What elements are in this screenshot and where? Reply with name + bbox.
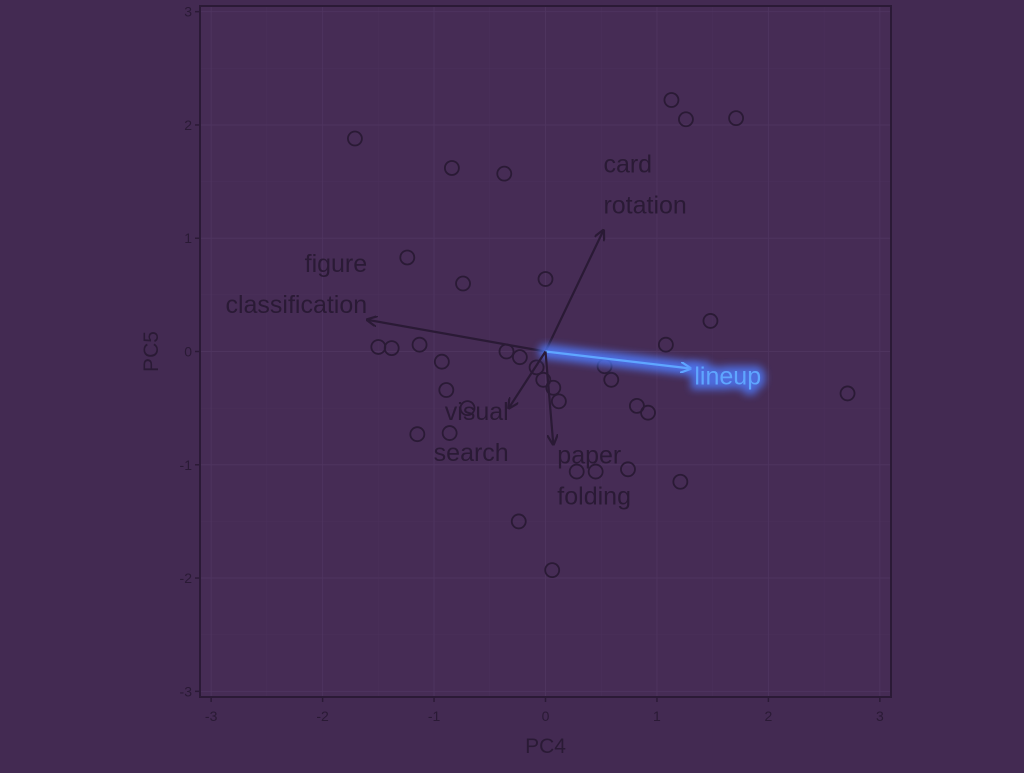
loading-label-figure-classification: figure [305,250,368,278]
data-point [441,425,458,441]
loading-label-figure-classification: classification [225,291,367,319]
data-point [347,130,363,147]
data-point [383,340,400,357]
data-point [545,379,562,396]
data-point [663,92,680,108]
x-tick-label: 1 [653,708,661,724]
data-point [537,271,554,287]
data-point [550,393,567,410]
x-tick-label: -1 [428,708,441,724]
x-tick-label: 2 [765,708,773,724]
y-tick-label: -2 [180,570,193,586]
data-point [678,111,694,128]
loading-label-paper-folding: paper [557,441,621,469]
data-point [511,349,528,366]
loading-label-paper-folding: folding [557,482,631,510]
data-point [409,426,426,443]
data-point [603,371,620,388]
loading-arrow-lineup [545,350,691,369]
loading-label-glow: lineup [694,362,761,390]
loading-label-visual-search: visual [445,398,509,426]
y-tick-label: 1 [184,230,192,246]
loading-label-card-rotation: card [603,150,652,178]
data-point [510,513,527,530]
data-point [496,165,513,182]
y-tick-label: -3 [180,683,193,699]
data-point [728,110,744,127]
loading-label-lineup: lineup [694,362,761,390]
x-axis-title: PC4 [525,735,566,758]
data-point [587,463,604,480]
y-axis-title: PC5 [140,331,163,372]
data-point [620,461,636,478]
loading-arrow-figure-classification [367,320,546,353]
y-tick-label: 0 [184,344,192,360]
data-point [455,275,471,292]
x-tick-label: -2 [316,708,329,724]
y-tick-label: 3 [184,4,192,20]
loading-arrow-card-rotation [544,230,604,352]
loading-label-card-rotation: rotation [603,191,686,219]
y-tick-label: 2 [184,117,192,133]
data-point [443,160,460,176]
data-point [657,336,674,353]
data-point [528,359,545,376]
data-point [433,353,450,370]
data-point [702,313,719,329]
data-point [535,371,552,388]
data-point [459,400,476,417]
data-point [628,397,645,414]
loading-arrow-paper-folding [544,351,554,445]
data-point [544,562,561,579]
x-tick-label: -3 [205,708,218,724]
data-point [399,249,416,266]
x-tick-label: 0 [542,708,550,724]
data-point [438,382,455,398]
data-point [672,473,689,490]
loading-arrow-visual-search [509,350,547,409]
data-point [411,336,428,353]
data-point [640,404,656,421]
x-tick-label: 3 [876,708,884,724]
y-tick-label: -1 [180,457,193,473]
data-point [839,385,856,402]
data-point [568,463,585,480]
loading-label-visual-search: search [434,439,509,467]
